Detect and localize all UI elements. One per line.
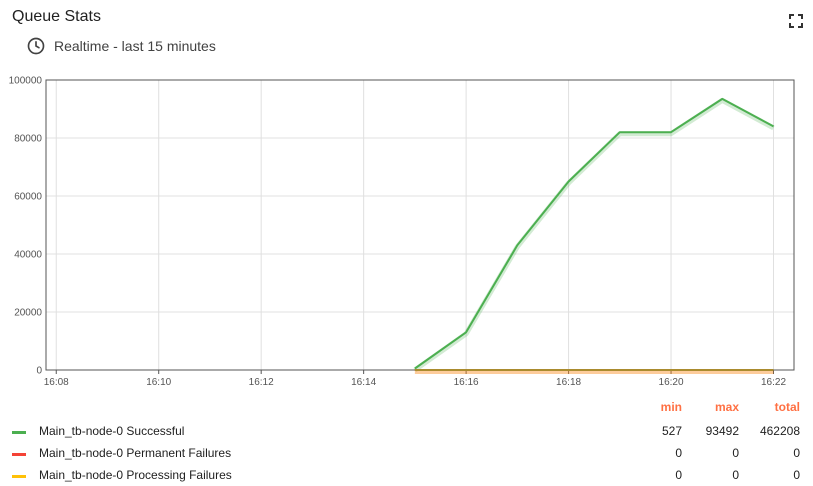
- legend-min: 0: [675, 468, 682, 482]
- x-tick-label: 16:10: [146, 377, 171, 388]
- series-line: [414, 97, 774, 370]
- legend-col-total: total: [774, 400, 800, 414]
- timewindow[interactable]: Realtime - last 15 minutes: [26, 36, 216, 56]
- x-tick-label: 16:16: [454, 377, 479, 388]
- y-tick-label: 20000: [14, 308, 42, 319]
- x-tick-label: 16:08: [44, 377, 69, 388]
- legend-col-min: min: [660, 400, 682, 414]
- x-tick-label: 16:20: [659, 377, 684, 388]
- y-tick-label: 100000: [9, 76, 43, 87]
- timewindow-label: Realtime - last 15 minutes: [54, 38, 216, 54]
- x-tick-label: 16:18: [556, 377, 581, 388]
- chart-grid: [46, 79, 794, 371]
- legend-row-permanent-failures[interactable]: Main_tb-node-0 Permanent Failures 0 0 0: [0, 442, 813, 464]
- legend: min max total Main_tb-node-0 Successful …: [0, 398, 813, 486]
- legend-row-successful[interactable]: Main_tb-node-0 Successful 527 93492 4622…: [0, 420, 813, 442]
- legend-swatch: [12, 453, 26, 456]
- page-title: Queue Stats: [12, 8, 101, 25]
- legend-min: 527: [661, 424, 682, 438]
- legend-max: 93492: [705, 424, 739, 438]
- x-tick-label: 16:22: [761, 377, 786, 388]
- legend-swatch: [12, 475, 26, 478]
- fullscreen-icon[interactable]: [789, 14, 803, 28]
- x-tick-label: 16:12: [249, 377, 274, 388]
- y-tick-label: 0: [36, 366, 42, 377]
- legend-row-processing-failures[interactable]: Main_tb-node-0 Processing Failures 0 0 0: [0, 464, 813, 486]
- chart-series: [413, 97, 775, 374]
- legend-max: 0: [732, 446, 739, 460]
- legend-name: Main_tb-node-0 Successful: [39, 424, 185, 438]
- legend-col-max: max: [714, 400, 739, 414]
- plot-border: [45, 79, 795, 371]
- x-tick-label: 16:14: [351, 377, 376, 388]
- y-tick-label: 80000: [14, 134, 42, 145]
- legend-total: 0: [793, 468, 800, 482]
- clock-icon: [27, 37, 45, 55]
- legend-total: 0: [793, 446, 800, 460]
- legend-min: 0: [675, 446, 682, 460]
- x-axis: 16:08 16:10 16:12 16:14 16:16 16:18 16:20 16:22: [44, 370, 786, 388]
- legend-total: 462208: [759, 424, 800, 438]
- legend-name: Main_tb-node-0 Permanent Failures: [39, 446, 232, 460]
- y-tick-label: 40000: [14, 250, 42, 261]
- legend-header: min max total: [0, 398, 813, 420]
- legend-max: 0: [732, 468, 739, 482]
- legend-swatch: [12, 431, 26, 434]
- y-tick-label: 60000: [14, 192, 42, 203]
- legend-name: Main_tb-node-0 Processing Failures: [39, 468, 232, 482]
- y-axis: 0 20000 40000 60000 80000 100000: [9, 76, 43, 377]
